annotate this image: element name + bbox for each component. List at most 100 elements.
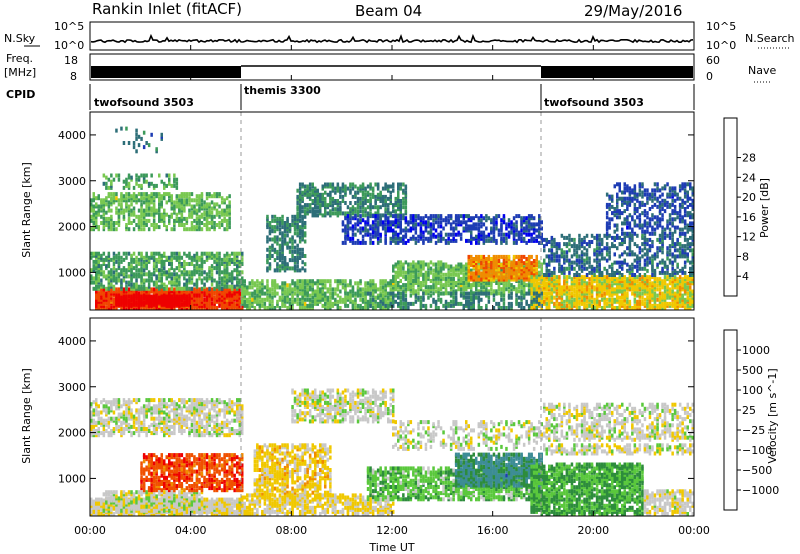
data-cell-1347 — [105, 223, 108, 227]
data-cell-3665 — [419, 272, 423, 277]
data-cell-561 — [115, 296, 118, 301]
data-cell-731 — [97, 264, 100, 269]
data-cell-1830 — [127, 173, 131, 178]
data-cell-1284 — [241, 280, 244, 285]
data-cell-214 — [150, 287, 153, 292]
data-cell-1627 — [180, 200, 184, 205]
data-cell-2538 — [291, 235, 294, 240]
data-cell-4387 — [532, 267, 536, 272]
data-cell-4363 — [525, 263, 528, 268]
data-cell-1887 — [243, 291, 246, 296]
data-cell-1859 — [163, 181, 166, 186]
data-cell-1827 — [127, 183, 131, 188]
data-cell-2748 — [331, 188, 335, 193]
data-cell-871 — [135, 284, 138, 289]
data-cell-1658 — [190, 227, 194, 232]
data-cell-2663 — [308, 192, 312, 197]
data-cell-4318 — [512, 257, 516, 261]
data-cell-1122 — [198, 255, 201, 260]
date-title: 29/May/2016 — [584, 2, 682, 20]
data-cell-4473 — [545, 306, 548, 310]
data-cell-2151 — [321, 297, 324, 302]
data-cell-2195 — [334, 297, 337, 302]
data-cell-2093 — [303, 279, 307, 284]
data-cell-3001 — [346, 230, 350, 235]
data-cell-843 — [127, 264, 131, 269]
data-cell-1638 — [183, 198, 186, 203]
data-cell-4770 — [605, 289, 609, 294]
data-cell-2291 — [364, 289, 367, 294]
data-cell-3574 — [397, 262, 400, 267]
data-cell-3039 — [359, 214, 362, 219]
data-cell-2722 — [324, 196, 327, 201]
data-cell-3627 — [412, 283, 415, 288]
data-cell-3151 — [397, 218, 400, 223]
data-cell-2253 — [354, 306, 357, 310]
data-cell-1973 — [268, 287, 272, 292]
data-cell-2078 — [301, 289, 304, 294]
data-cell-4493 — [548, 285, 551, 290]
data-cell-4450 — [538, 277, 541, 282]
data-cell-2680 — [314, 209, 317, 214]
data-cell-3448 — [507, 230, 511, 235]
data-cell-2007 — [281, 289, 284, 294]
data-cell-602 — [137, 294, 141, 299]
data-cell-91 — [117, 291, 121, 296]
data-cell-861 — [132, 286, 136, 291]
data-cell-1867 — [173, 183, 176, 188]
data-cell-122 — [127, 306, 131, 310]
data-cell-4565 — [563, 281, 566, 286]
data-cell-3602 — [407, 283, 410, 288]
data-cell-845 — [127, 251, 131, 256]
data-cell-4284 — [505, 273, 508, 278]
data-cell-4641 — [578, 275, 581, 280]
data-cell-3222 — [422, 222, 425, 227]
data-cell-1098 — [193, 268, 196, 273]
data-cell-4408 — [530, 285, 533, 290]
data-cell-4884 — [628, 279, 632, 284]
data-cell-2442 — [276, 264, 279, 269]
data-cell-683 — [185, 302, 189, 307]
data-cell-1004 — [168, 268, 171, 273]
data-cell-1308 — [92, 198, 95, 203]
data-cell-2427 — [271, 218, 274, 223]
data-cell-361 — [190, 297, 194, 302]
data-cell-4361 — [525, 267, 528, 272]
data-cell-3019 — [351, 226, 355, 231]
data-cell-2939 — [392, 203, 395, 208]
data-cell-83 — [115, 289, 118, 294]
data-cell-4862 — [623, 279, 626, 284]
data-cell-3706 — [429, 285, 433, 290]
data-cell-19 — [100, 306, 103, 310]
beam-title: Beam 04 — [355, 2, 422, 20]
data-cell-1659 — [190, 225, 194, 230]
data-cell-3272 — [439, 232, 443, 237]
data-cell-4664 — [583, 289, 586, 294]
data-cell-4661 — [583, 295, 586, 300]
data-cell-2559 — [296, 268, 299, 273]
data-cell-4476 — [545, 295, 548, 300]
data-cell-1058 — [183, 284, 186, 289]
data-cell-3771 — [444, 272, 448, 277]
data-cell-639 — [160, 296, 163, 301]
data-cell-2455 — [278, 268, 282, 273]
data-cell-2537 — [291, 237, 294, 242]
data-cell-2420 — [271, 247, 274, 252]
data-cell-3198 — [414, 230, 418, 235]
data-cell-2652 — [306, 194, 309, 199]
data-cell-3074 — [374, 232, 377, 237]
data-cell-3776 — [447, 279, 450, 283]
data-cell-526 — [233, 291, 236, 296]
data-cell-1288 — [241, 262, 244, 266]
data-cell-28 — [100, 287, 103, 292]
data-cell-2672 — [311, 199, 314, 203]
data-cell-1935 — [258, 301, 262, 306]
data-cell-4394 — [535, 271, 538, 276]
data-cell-4423 — [532, 283, 536, 288]
data-cell-4790 — [611, 301, 614, 306]
data-cell-2847 — [364, 209, 367, 214]
data-cell-2070 — [298, 279, 302, 284]
data-cell-707 — [92, 251, 95, 256]
data-cell-1693 — [198, 206, 201, 211]
data-cell-858 — [130, 257, 133, 262]
